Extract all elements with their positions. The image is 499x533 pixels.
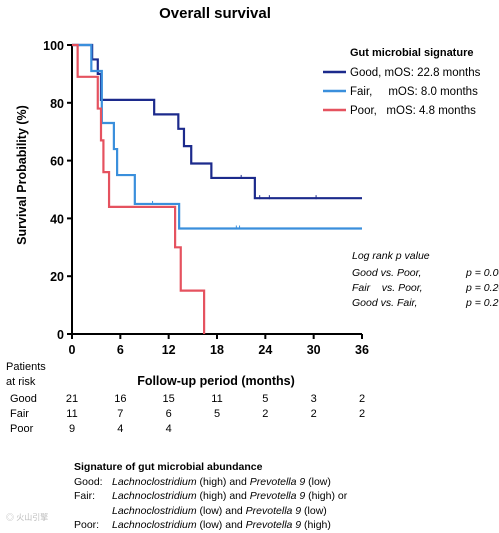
x-tick-label: 36 — [355, 343, 369, 357]
y-tick-label: 60 — [50, 155, 64, 169]
risk-cell: 2 — [359, 408, 365, 420]
taxon-name: Lachnoclostridium — [112, 475, 197, 488]
x-tick-label: 6 — [117, 343, 124, 357]
stats-value: p = 0.273 — [465, 297, 499, 309]
logrank-stats: Log rank p value Good vs. Poor, p = 0.007 F… — [352, 250, 499, 309]
stats-label: Good vs. Poor, — [352, 267, 421, 279]
legend-title: Gut microbial signature — [350, 47, 473, 59]
taxon-name: Prevotella 9 — [249, 490, 306, 502]
stats-title: Log rank p value — [352, 250, 430, 262]
taxon-name: Lachnoclostridium — [112, 490, 197, 502]
footnote-text-segment: (high) or — [305, 490, 348, 502]
survival-curve — [72, 43, 362, 230]
risk-cell: 4 — [166, 423, 172, 435]
risk-header-2: at risk — [6, 376, 36, 388]
risk-row-label: Fair — [10, 408, 29, 420]
risk-cell: 6 — [166, 408, 172, 420]
risk-cell: 3 — [311, 393, 317, 405]
risk-cell: 2 — [262, 408, 268, 420]
legend: Gut microbial signature Good, mOS: 22.8 m… — [323, 47, 481, 117]
x-axis-label: Follow-up period (months) — [137, 374, 295, 388]
risk-cell: 21 — [66, 393, 78, 405]
taxon-name: Prevotella 9 — [245, 504, 302, 517]
stats-value: p = 0.201 — [465, 282, 499, 294]
footnote-text-segment: (low) and — [196, 504, 246, 517]
survival-curves — [72, 43, 362, 334]
footnote-text-segment: (high) — [301, 519, 331, 531]
risk-cell: 2 — [311, 408, 317, 420]
footnote-title: Signature of gut microbial abundance — [74, 461, 263, 473]
y-axis-label: Survival Probability (%) — [15, 105, 29, 245]
risk-cell: 9 — [69, 423, 75, 435]
survival-curve — [72, 43, 206, 334]
x-tick-label: 12 — [162, 343, 176, 357]
x-tick-label: 30 — [307, 343, 321, 357]
footnote-text-segment: (low) — [305, 475, 331, 488]
footnote-fair-row: Fair: Lachnoclostridium (high) and Prevot… — [74, 489, 494, 504]
x-tick-label: 18 — [210, 343, 224, 357]
stats-label: Good vs. Fair, — [352, 297, 417, 309]
footnote-fair-text-2: Lachnoclostridium (low) and Prevotella 9… — [112, 505, 327, 517]
footnote-fair-row-2: Lachnoclostridium (low) and Prevotella 9… — [74, 504, 494, 519]
series-2 — [72, 43, 206, 334]
chart-title: Overall survival — [159, 5, 271, 22]
footnote-good-text: Lachnoclostridium (high) and Prevotella … — [112, 476, 331, 488]
footnote-fair-text-1: Lachnoclostridium (high) and Prevotella … — [112, 490, 347, 502]
risk-cell: 4 — [117, 423, 123, 435]
legend-label: Good, mOS: 22.8 months — [350, 67, 481, 79]
footnote: Signature of gut microbial abundance Goo… — [74, 460, 494, 533]
footnote-poor-row: Poor: Lachnoclostridium (low) and Prevote… — [74, 518, 494, 533]
x-tick-label: 0 — [69, 343, 76, 357]
risk-row-label: Poor — [10, 423, 34, 435]
footnote-fair-label: Fair: — [74, 490, 95, 502]
y-tick-label: 100 — [43, 39, 64, 53]
risk-cell: 11 — [211, 393, 222, 405]
legend-label: Poor, mOS: 4.8 months — [350, 105, 476, 117]
watermark: ◎ 火山引擎 — [6, 513, 49, 522]
taxon-name: Lachnoclostridium — [112, 519, 197, 531]
risk-cell: 5 — [262, 393, 268, 405]
risk-cell: 16 — [114, 393, 126, 405]
series-0 — [72, 43, 362, 200]
series-1 — [72, 43, 362, 230]
taxon-name: Prevotella 9 — [249, 475, 306, 488]
risk-cell: 5 — [214, 408, 220, 420]
footnote-text-segment: (high) and — [196, 490, 250, 502]
taxon-name: Lachnoclostridium — [112, 504, 197, 517]
survival-curve — [72, 43, 362, 200]
risk-cell: 11 — [66, 408, 77, 420]
risk-row-label: Good — [10, 393, 37, 405]
taxon-name: Prevotella 9 — [245, 519, 302, 531]
risk-header-1: Patients — [6, 361, 46, 373]
km-chart: Overall survival Survival Probability (%… — [6, 5, 499, 435]
risk-cell: 15 — [163, 393, 175, 405]
footnote-text-segment: (low) and — [196, 519, 246, 531]
y-tick-label: 40 — [50, 212, 64, 226]
footnote-good-label: Good: — [74, 475, 103, 488]
risk-table: Patients at risk Good 21 16 15 11 5 3 2 Fair 11 7 6 5 2… — [6, 361, 365, 435]
footnote-good-row: Good: Lachnoclostridium (high) and Prevot… — [74, 475, 494, 490]
legend-label: Fair, mOS: 8.0 months — [350, 86, 478, 98]
axes: 0 20 40 60 80 100 0 6 12 18 24 30 36 — [43, 39, 369, 357]
x-tick-label: 24 — [258, 343, 272, 357]
y-tick-label: 20 — [50, 270, 64, 284]
footnote-text-segment: (low) — [301, 504, 327, 517]
stats-label: Fair vs. Poor, — [352, 282, 423, 294]
stats-value: p = 0.007 — [465, 267, 499, 279]
footnote-poor-text: Lachnoclostridium (low) and Prevotella 9… — [112, 519, 331, 531]
y-tick-label: 0 — [57, 328, 64, 342]
risk-cell: 2 — [359, 393, 365, 405]
y-tick-label: 80 — [50, 97, 64, 111]
footnote-poor-label: Poor: — [74, 519, 100, 531]
footnote-text-segment: (high) and — [196, 475, 250, 488]
risk-cell: 7 — [117, 408, 123, 420]
